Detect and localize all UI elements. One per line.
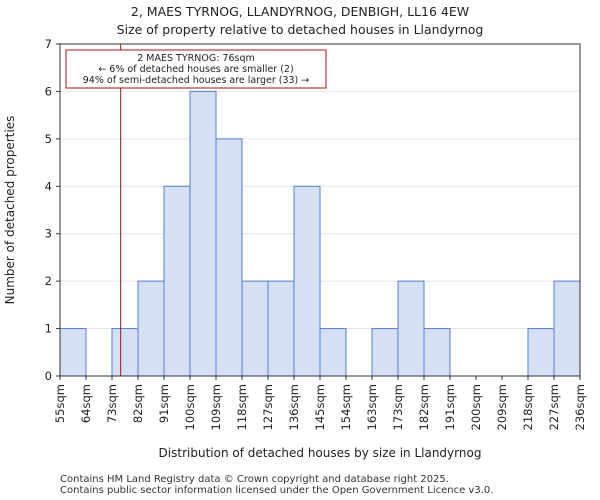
x-tick-label: 154sqm (339, 384, 353, 430)
x-ticks: 55sqm 64sqm 73sqm 82sqm 91sqm 100sqm 109sqm 118… (53, 376, 587, 430)
annotation-box: 2 MAES TYRNOG: 76sqm ← 6% of detached ho… (65, 49, 327, 89)
y-tick-label: 6 (45, 84, 52, 98)
bar (215, 138, 243, 377)
footer-line1: Contains HM Land Registry data © Crown c… (60, 474, 449, 485)
x-tick-label: 163sqm (365, 384, 379, 430)
footer-line2: Contains public sector information licen… (60, 485, 494, 496)
y-tick-label: 3 (45, 227, 52, 241)
x-tick-label: 127sqm (261, 384, 275, 430)
chart-title-line1: 2, MAES TYRNOG, LLANDYRNOG, DENBIGH, LL1… (130, 4, 470, 19)
bar (137, 280, 165, 377)
y-tick-label: 5 (45, 132, 52, 146)
x-tick-label: 64sqm (79, 384, 93, 423)
bar (111, 328, 139, 377)
x-tick-label: 209sqm (495, 384, 509, 430)
x-tick-label: 227sqm (547, 384, 561, 430)
x-tick-label: 109sqm (209, 384, 223, 430)
x-tick-label: 145sqm (313, 384, 327, 430)
bar (319, 328, 347, 377)
x-tick-label: 136sqm (287, 384, 301, 430)
annotation-line3: 94% of semi-detached houses are larger (… (83, 75, 310, 86)
x-tick-label: 73sqm (105, 384, 119, 423)
x-tick-label: 218sqm (521, 384, 535, 430)
x-tick-label: 82sqm (131, 384, 145, 423)
x-tick-label: 182sqm (417, 384, 431, 430)
bar (423, 328, 451, 377)
x-tick-label: 55sqm (53, 384, 67, 423)
y-tick-label: 1 (45, 322, 52, 336)
y-axis-label: Number of detached properties (3, 116, 17, 305)
bar (163, 185, 191, 377)
bar (397, 280, 425, 377)
annotation-frame (65, 49, 327, 89)
x-tick-label: 236sqm (573, 384, 587, 430)
y-tick-label: 4 (45, 179, 52, 193)
y-tick-label: 7 (45, 37, 52, 51)
bar (553, 280, 581, 377)
bars (59, 90, 581, 377)
y-tick-label: 2 (45, 274, 52, 288)
bar (293, 185, 321, 377)
x-tick-label: 173sqm (391, 384, 405, 430)
bar (267, 280, 295, 377)
bar (527, 328, 555, 377)
chart-title-line2: Size of property relative to detached ho… (116, 22, 484, 37)
x-tick-label: 191sqm (443, 384, 457, 430)
y-ticks: 0 1 2 3 4 5 6 7 (45, 37, 60, 383)
x-tick-label: 91sqm (157, 384, 171, 423)
bar (189, 90, 217, 377)
annotation-line2: ← 6% of detached houses are smaller (2) (98, 64, 293, 75)
bar (59, 328, 87, 377)
x-tick-label: 200sqm (469, 384, 483, 430)
bar (241, 280, 269, 377)
x-axis-label: Distribution of detached houses by size … (159, 446, 482, 460)
annotation-line1: 2 MAES TYRNOG: 76sqm (137, 53, 255, 64)
x-tick-label: 118sqm (235, 384, 249, 430)
bar (371, 328, 399, 377)
y-tick-label: 0 (45, 369, 52, 383)
x-tick-label: 100sqm (183, 384, 197, 430)
